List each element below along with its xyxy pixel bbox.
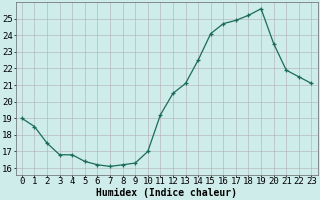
X-axis label: Humidex (Indice chaleur): Humidex (Indice chaleur) [96,188,237,198]
